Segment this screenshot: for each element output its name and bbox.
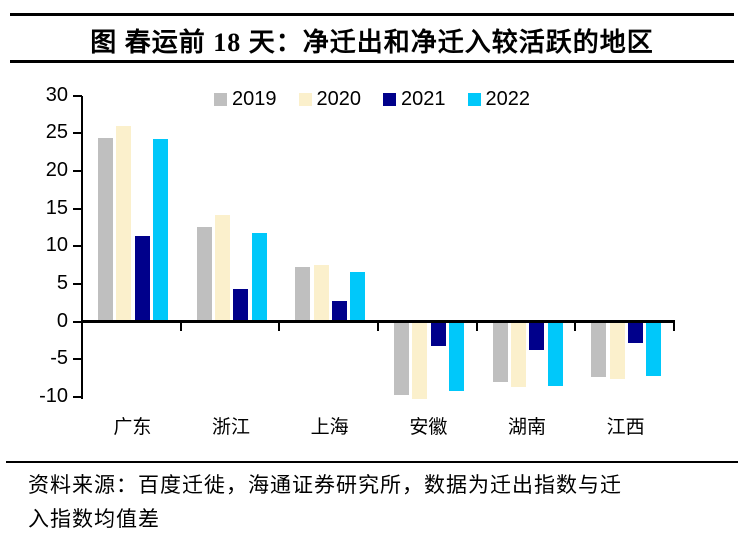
source-note-line1: 资料来源：百度迁徙，海通证券研究所，数据为迁出指数与迁: [28, 473, 622, 497]
y-axis-tick: [73, 395, 82, 398]
title-bottom-rule: [10, 60, 734, 63]
bar-2019-group5: [492, 321, 508, 383]
legend-label: 2019: [232, 88, 277, 110]
bar-2020-group6: [609, 321, 625, 380]
bar-2022-group1: [152, 139, 168, 322]
bar-2020-group2: [214, 215, 230, 322]
source-divider-rule: [6, 461, 738, 463]
figure-title: 图 春运前 18 天：净迁出和净迁入较活跃的地区: [90, 28, 654, 57]
x-axis-tick: [673, 322, 675, 331]
y-axis-label: 0: [56, 309, 68, 332]
y-axis-line: [81, 95, 83, 399]
legend-item-2021: 2021: [383, 88, 446, 111]
legend-swatch-icon: [298, 93, 312, 106]
y-axis-label: -5: [50, 347, 68, 370]
x-axis-tick: [179, 322, 182, 331]
bar-2021-group5: [529, 321, 545, 351]
bar-2021-group1: [134, 236, 150, 322]
x-axis-tick: [377, 322, 379, 331]
y-axis-label: 20: [45, 159, 68, 181]
x-axis-category-label: 安徽: [409, 417, 448, 438]
bar-2021-group6: [627, 321, 643, 344]
y-axis-label: 15: [45, 196, 68, 219]
chart-legend: 2019 2020 2021 2022: [0, 88, 744, 111]
x-axis-category-label: 上海: [310, 417, 349, 438]
legend-item-2020: 2020: [298, 88, 362, 111]
y-axis-label: -10: [39, 384, 68, 407]
top-rule: [10, 13, 734, 16]
x-axis-tick: [278, 322, 281, 331]
x-axis-tick: [475, 322, 478, 331]
bar-2022-group5: [547, 321, 563, 387]
legend-swatch-icon: [467, 93, 481, 106]
bar-2019-group3: [295, 266, 311, 322]
x-axis-category-label: 广东: [113, 417, 152, 438]
bar-2022-group4: [448, 321, 464, 391]
y-axis-label: 5: [56, 271, 68, 294]
bar-2020-group1: [116, 125, 132, 322]
legend-label: 2020: [316, 88, 362, 110]
bar-2022-group3: [350, 271, 366, 322]
y-axis-tick: [73, 170, 82, 172]
y-axis-tick: [73, 282, 82, 285]
y-axis-tick: [73, 94, 82, 97]
y-axis-tick: [73, 207, 82, 210]
x-axis-tick: [574, 322, 577, 331]
legend-label: 2022: [485, 88, 531, 110]
bar-2020-group4: [412, 321, 428, 399]
bar-2021-group3: [331, 301, 347, 322]
legend-item-2022: 2022: [467, 88, 531, 111]
y-axis-tick: [73, 132, 82, 135]
bar-2019-group6: [591, 321, 607, 378]
y-axis-tick: [73, 358, 82, 361]
legend-swatch-icon: [383, 93, 396, 106]
bar-2019-group2: [196, 227, 212, 322]
bar-2021-group4: [430, 321, 446, 347]
y-axis-tick: [73, 245, 82, 248]
source-note-line2: 入指数均值差: [28, 507, 160, 531]
y-axis-label: 10: [45, 234, 68, 257]
bar-2019-group1: [98, 137, 113, 322]
bar-2021-group2: [233, 289, 249, 322]
x-axis-line: [82, 320, 675, 323]
bar-2019-group4: [394, 321, 409, 396]
y-axis-label: 30: [45, 83, 68, 106]
legend-swatch-icon: [214, 93, 227, 106]
y-axis-tick: [73, 320, 82, 323]
legend-item-2019: 2019: [214, 88, 277, 111]
bar-2022-group6: [646, 321, 662, 377]
x-axis-category-label: 浙江: [211, 417, 250, 438]
legend-label: 2021: [401, 88, 446, 110]
x-axis-category-label: 湖南: [507, 417, 546, 438]
bar-2020-group5: [510, 321, 526, 387]
bar-2020-group3: [313, 265, 329, 322]
y-axis-label: 25: [45, 121, 68, 144]
x-axis-category-label: 江西: [606, 417, 645, 438]
bar-2022-group2: [251, 233, 267, 322]
